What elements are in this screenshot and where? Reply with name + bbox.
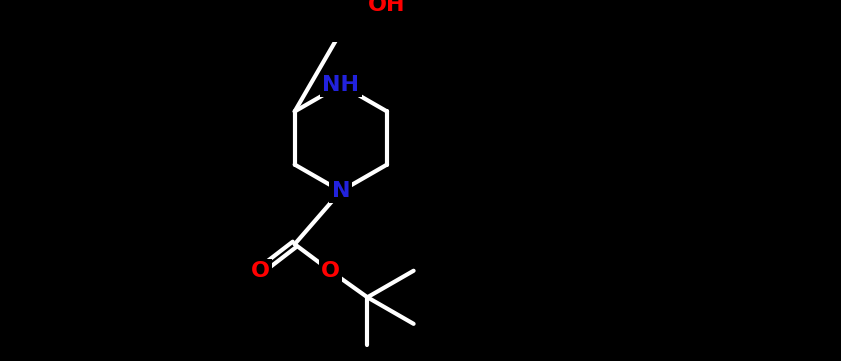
Text: NH: NH <box>322 75 359 95</box>
Text: O: O <box>251 261 270 281</box>
Text: OH: OH <box>368 0 406 15</box>
Text: N: N <box>331 181 350 201</box>
Text: O: O <box>320 261 340 281</box>
